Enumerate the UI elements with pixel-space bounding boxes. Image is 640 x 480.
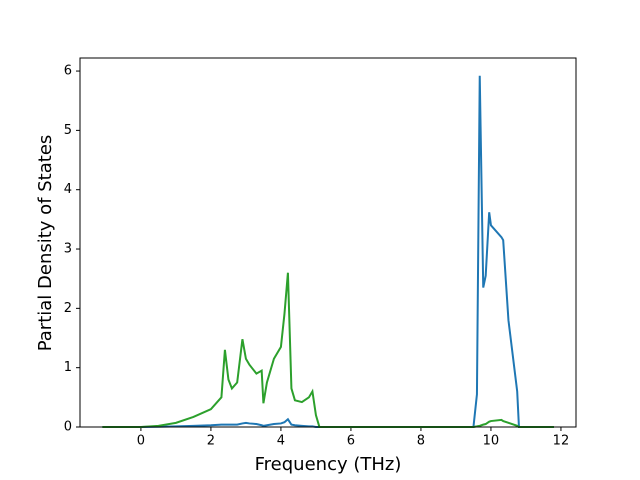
data-line bbox=[102, 75, 554, 428]
x-axis-label: Frequency (THz) bbox=[255, 454, 402, 475]
y-tick-label: 1 bbox=[64, 360, 72, 375]
x-tick-label: 6 bbox=[347, 434, 355, 449]
x-tick-label: 8 bbox=[417, 434, 425, 449]
data-line bbox=[102, 272, 554, 428]
y-tick-label: 3 bbox=[64, 242, 72, 257]
y-tick-label: 4 bbox=[64, 182, 72, 197]
y-tick-label: 5 bbox=[64, 123, 72, 138]
y-tick-label: 0 bbox=[64, 420, 72, 435]
x-tick-label: 2 bbox=[207, 434, 215, 449]
x-tick-label: 12 bbox=[553, 434, 570, 449]
x-tick-label: 10 bbox=[483, 434, 500, 449]
x-tick-label: 0 bbox=[137, 434, 145, 449]
y-axis-label: Partial Density of States bbox=[35, 135, 56, 352]
x-tick-label: 4 bbox=[277, 434, 285, 449]
y-tick-label: 6 bbox=[64, 64, 72, 79]
y-tick-label: 2 bbox=[64, 301, 72, 316]
plot-frame bbox=[79, 57, 577, 428]
